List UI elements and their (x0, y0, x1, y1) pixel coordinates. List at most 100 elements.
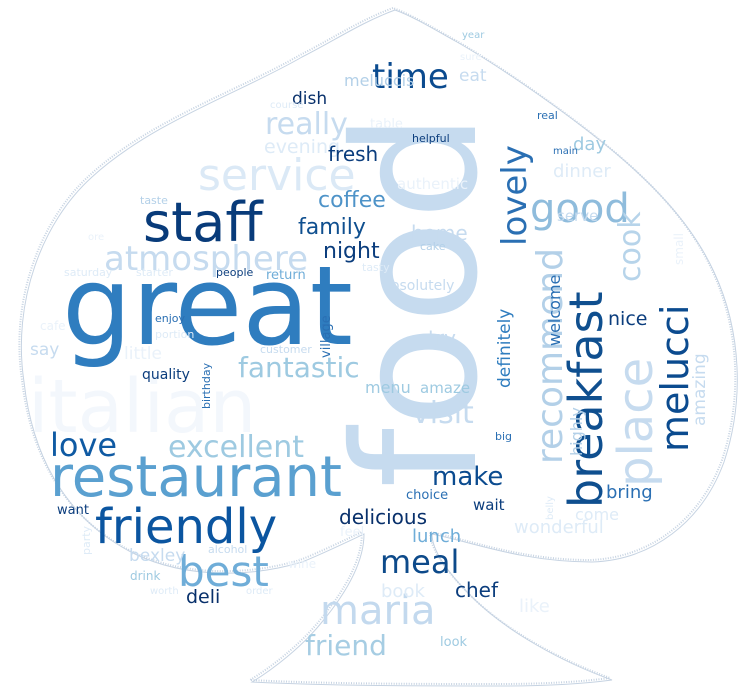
word-italian: italian (28, 364, 256, 450)
word-saturday: saturday (64, 266, 113, 279)
word-absolutely: absolutely (382, 278, 454, 294)
word-bexley: bexley (129, 546, 185, 566)
word-bring: bring (606, 482, 653, 503)
word-amazing: amazing (690, 353, 710, 426)
word-atmosphere: atmosphere (104, 239, 308, 279)
word-dish: dish (292, 89, 327, 109)
word-enjoy: enjoy (155, 312, 186, 325)
word-tasty: tasty (362, 261, 390, 274)
word-cafe: cafe (40, 319, 66, 333)
word-cake: cake (420, 240, 446, 253)
word-taste: taste (140, 194, 168, 207)
word-choice: choice (406, 488, 448, 503)
word-people: people (216, 266, 254, 279)
word-recommend: recommend (530, 248, 571, 464)
word-excellent: excellent (168, 430, 304, 465)
spade-outline-shadow (20, 9, 738, 687)
word-wine: wine (288, 557, 316, 571)
word-family: family (298, 215, 366, 240)
word-wonderful: wonderful (514, 517, 604, 538)
word-return: return (266, 268, 306, 283)
word-birthday: birthday (200, 362, 213, 409)
word-say: say (30, 340, 59, 360)
word-come: come (575, 505, 619, 524)
word-table: table (370, 117, 403, 132)
word-nice: nice (608, 308, 647, 330)
word-little: little (124, 344, 162, 364)
word-friendly: friendly (95, 499, 277, 555)
word-eat: eat (459, 66, 487, 86)
word-staff: staff (143, 191, 264, 254)
word-year: year (462, 30, 485, 41)
word-really: really (265, 107, 348, 142)
word-friend: friend (305, 629, 387, 662)
word-make: make (432, 462, 503, 492)
word-helpful: helpful (412, 132, 450, 145)
word-customer: customer (260, 343, 312, 356)
word-book: book (381, 581, 425, 602)
word-delicious: delicious (339, 505, 427, 529)
word-amaze: amaze (420, 379, 470, 397)
word-big: big (495, 430, 512, 443)
word-cook: cook (613, 211, 648, 282)
word-starter: starter (136, 266, 173, 279)
word-food: food (318, 112, 516, 488)
word-coffee: coffee (318, 188, 386, 213)
word-village: village (319, 315, 334, 358)
word-portion: portion (155, 328, 194, 341)
word-sure: sure (460, 52, 482, 63)
word-visit: visit (412, 396, 474, 431)
word-restaurant: restaurant (50, 445, 342, 510)
word-dinner: dinner (553, 161, 611, 182)
word-small: small (672, 233, 686, 265)
word-course: course (270, 100, 303, 111)
word-day: day (573, 134, 606, 155)
word-breakfast: breakfast (559, 291, 613, 508)
word-maria: maria (320, 588, 436, 634)
word-worth: worth (150, 586, 179, 597)
word-night: night (323, 239, 380, 264)
word-evening: evening (264, 136, 340, 158)
word-great: great (62, 242, 353, 370)
word-highly: highly (567, 407, 586, 456)
word-love: love (50, 426, 117, 464)
word-main: main (553, 146, 578, 157)
word-time: time (372, 57, 449, 97)
word-like: like (519, 596, 550, 617)
word-want: want (57, 503, 89, 518)
word-order: order (246, 586, 274, 597)
word-meluccis: meluccis (344, 71, 414, 90)
spade-outline-path (18, 6, 737, 686)
word-home: home (411, 221, 468, 245)
word-quality: quality (142, 367, 190, 383)
word-ore: ore (88, 232, 104, 243)
word-authentic: authentic (397, 175, 468, 193)
word-fresh: fresh (328, 142, 378, 166)
word-alcohol: alcohol (208, 543, 247, 556)
word-drink: drink (130, 569, 160, 583)
word-chef: chef (455, 578, 499, 602)
word-fantastic: fantastic (238, 351, 360, 384)
word-lunch: lunch (412, 526, 461, 547)
word-good: good (530, 186, 630, 232)
word-deli: deli (186, 586, 220, 608)
word-party: party (80, 525, 93, 555)
word-serve: serve (557, 207, 598, 225)
word-try: try (428, 326, 456, 350)
word-welcome: welcome (545, 275, 564, 346)
word-definitely: definitely (495, 309, 515, 388)
word-lovely: lovely (495, 145, 535, 246)
word-wait: wait (473, 496, 505, 514)
word-menu: menu (365, 378, 411, 397)
word-meal: meal (380, 543, 459, 581)
word-melucci: melucci (653, 305, 697, 452)
spade-outline (18, 6, 738, 687)
word-feel: feel (340, 525, 364, 540)
word-belly: belly (545, 496, 556, 520)
word-real: real (537, 109, 558, 122)
word-best: best (178, 547, 269, 596)
word-service: service (198, 150, 356, 201)
word-place: place (608, 358, 664, 487)
